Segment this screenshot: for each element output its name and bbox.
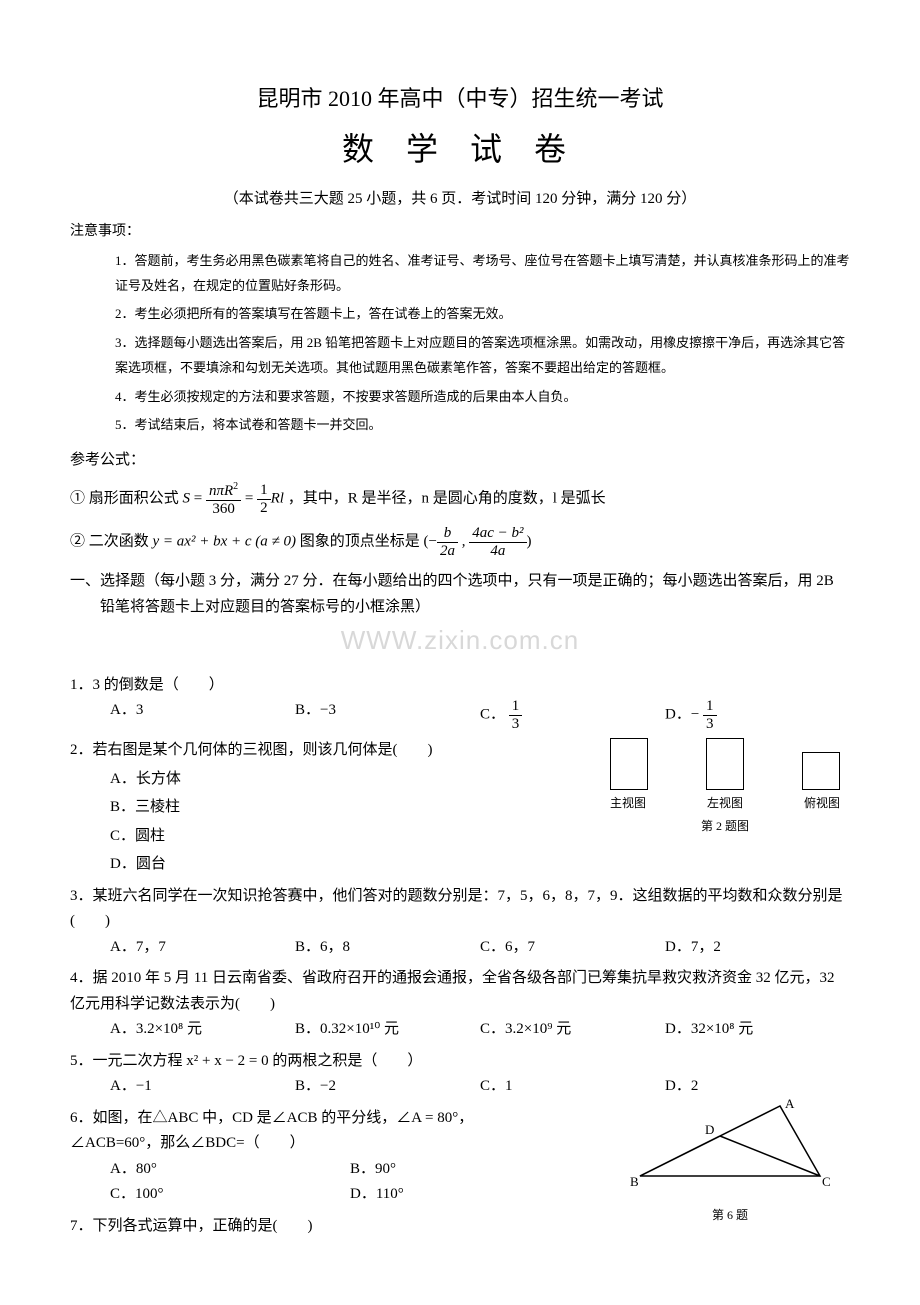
formula-1-suffix: ，其中，R 是半径，n 是圆心角的度数，l 是弧长 [288, 491, 606, 507]
question-1: 1．3 的倒数是（ ） A．3 B．−3 C． 13 D．− 13 [70, 673, 850, 733]
q1-text: 1．3 的倒数是（ ） [70, 673, 850, 699]
notice-item: 2．考生必须把所有的答案填写在答题卡上，答在试卷上的答案无效。 [115, 302, 850, 327]
q1-optc-label: C． [480, 707, 505, 723]
left-view-box [706, 738, 744, 790]
q3-text: 3．某班六名同学在一次知识抢答赛中，他们答对的题数分别是：7，5，6，8，7，9… [70, 884, 850, 935]
top-view-box [802, 752, 840, 790]
f2-num1: b [437, 525, 458, 543]
q6-opt-c: C．100° [110, 1182, 350, 1208]
formula-1: ① 扇形面积公式 S = nπR2 360 = 1 2 Rl ，其中，R 是半径… [70, 481, 850, 517]
q6-text: 6．如图，在△ABC 中，CD 是∠ACB 的平分线，∠A = 80°，∠ACB… [70, 1106, 550, 1157]
question-5: 5．一元二次方程 x² + x − 2 = 0 的两根之积是（ ） A．−1 B… [70, 1049, 850, 1100]
notice-item: 5．考试结束后，将本试卷和答题卡一并交回。 [115, 413, 850, 438]
q3-opt-d: D．7，2 [665, 935, 850, 961]
q4-opt-d: D．32×10⁸ 元 [665, 1017, 850, 1043]
q3-opt-b: B．6，8 [295, 935, 480, 961]
watermark: WWW.zixin.com.cn [70, 618, 850, 662]
q1-opt-a: A．3 [110, 698, 295, 732]
svg-text:C: C [822, 1174, 830, 1189]
q3-opt-a: A．7，7 [110, 935, 295, 961]
view-label-1: 主视图 [610, 793, 646, 813]
title-sub: 数 学 试 卷 [70, 122, 850, 176]
formula-1-prefix: ① 扇形面积公式 [70, 491, 183, 507]
notice-item: 3．选择题每小题选出答案后，用 2B 铅笔把答题卡上对应题目的答案选项框涂黑。如… [115, 331, 850, 380]
f1-den2: 2 [257, 500, 271, 517]
q2-text: 2．若右图是某个几何体的三视图，则该几何体是( ) [70, 738, 570, 764]
q2-opt-d: D．圆台 [110, 852, 850, 878]
notice-item: 4．考生必须按规定的方法和要求答题，不按要求答题所造成的后果由本人自负。 [115, 385, 850, 410]
formula-label: 参考公式： [70, 448, 850, 474]
q1-optd-label: D．− [665, 707, 699, 723]
section-1-header: 一、选择题（每小题 3 分，满分 27 分．在每小题给出的四个选项中，只有一项是… [70, 569, 850, 620]
f2-num2: 4ac − b² [469, 525, 526, 543]
main-view-box [610, 738, 648, 790]
q6-opt-d: D．110° [350, 1182, 590, 1208]
notice-label: 注意事项： [70, 220, 850, 244]
q6-opt-b: B．90° [350, 1157, 590, 1183]
notice-list: 1．答题前，考生务必用黑色碳素笔将自己的姓名、准考证号、考场号、座位号在答题卡上… [70, 249, 850, 438]
notice-item: 1．答题前，考生务必用黑色碳素笔将自己的姓名、准考证号、考场号、座位号在答题卡上… [115, 249, 850, 298]
formula-2: ② 二次函数 y = ax² + bx + c (a ≠ 0) 图象的顶点坐标是… [70, 525, 850, 559]
q6-opt-a: A．80° [110, 1157, 350, 1183]
exam-info: （本试卷共三大题 25 小题，共 6 页．考试时间 120 分钟，满分 120 … [70, 187, 850, 213]
q1d-den: 3 [703, 716, 717, 733]
triangle-svg: A B C D [630, 1096, 830, 1196]
f1-num2: 1 [257, 482, 271, 500]
triangle-figure: A B C D 第 6 题 [630, 1096, 830, 1226]
q2-caption: 第 2 题图 [610, 816, 840, 836]
question-7: 7．下列各式运算中，正确的是( ) [70, 1214, 850, 1240]
q1d-num: 1 [703, 698, 717, 716]
title-main: 昆明市 2010 年高中（中专）招生统一考试 [70, 80, 850, 117]
svg-text:A: A [785, 1096, 795, 1111]
q1c-num: 1 [509, 698, 523, 716]
formula-2-func: y = ax² + bx + c (a ≠ 0) [153, 534, 296, 550]
f2-den2: 4a [469, 543, 526, 560]
f2-den1: 2a [437, 543, 458, 560]
q5-text: 5．一元二次方程 x² + x − 2 = 0 的两根之积是（ ） [70, 1049, 850, 1075]
f1-rl: Rl [271, 491, 284, 507]
three-view-figure: 主视图 左视图 俯视图 第 2 题图 [610, 738, 840, 837]
q5-opt-a: A．−1 [110, 1074, 295, 1100]
f1-sup: 2 [233, 481, 238, 492]
view-label-3: 俯视图 [804, 793, 840, 813]
q1-opt-b: B．−3 [295, 698, 480, 732]
f1-den1: 360 [206, 501, 241, 518]
question-4: 4．据 2010 年 5 月 11 日云南省委、省政府召开的通报会通报，全省各级… [70, 966, 850, 1043]
q7-text: 7．下列各式运算中，正确的是( ) [70, 1214, 850, 1240]
q4-opt-c: C．3.2×10⁹ 元 [480, 1017, 665, 1043]
q4-opt-a: A．3.2×10⁸ 元 [110, 1017, 295, 1043]
q4-text: 4．据 2010 年 5 月 11 日云南省委、省政府召开的通报会通报，全省各级… [70, 966, 850, 1017]
formula-2-mid: 图象的顶点坐标是 [300, 534, 424, 550]
q4-opt-b: B．0.32×10¹⁰ 元 [295, 1017, 480, 1043]
q5-opt-b: B．−2 [295, 1074, 480, 1100]
q1-opt-d: D．− 13 [665, 698, 850, 732]
view-label-2: 左视图 [707, 793, 743, 813]
question-6: 6．如图，在△ABC 中，CD 是∠ACB 的平分线，∠A = 80°，∠ACB… [70, 1106, 850, 1208]
q3-opt-c: C．6，7 [480, 935, 665, 961]
question-3: 3．某班六名同学在一次知识抢答赛中，他们答对的题数分别是：7，5，6，8，7，9… [70, 884, 850, 961]
svg-text:B: B [630, 1174, 639, 1189]
q1-opt-c: C． 13 [480, 698, 665, 732]
svg-text:D: D [705, 1122, 714, 1137]
f1-num1: nπR [209, 483, 233, 499]
formula-2-prefix: ② 二次函数 [70, 534, 153, 550]
q1c-den: 3 [509, 716, 523, 733]
question-2: 2．若右图是某个几何体的三视图，则该几何体是( ) A．长方体 B．三棱柱 C．… [70, 738, 850, 878]
